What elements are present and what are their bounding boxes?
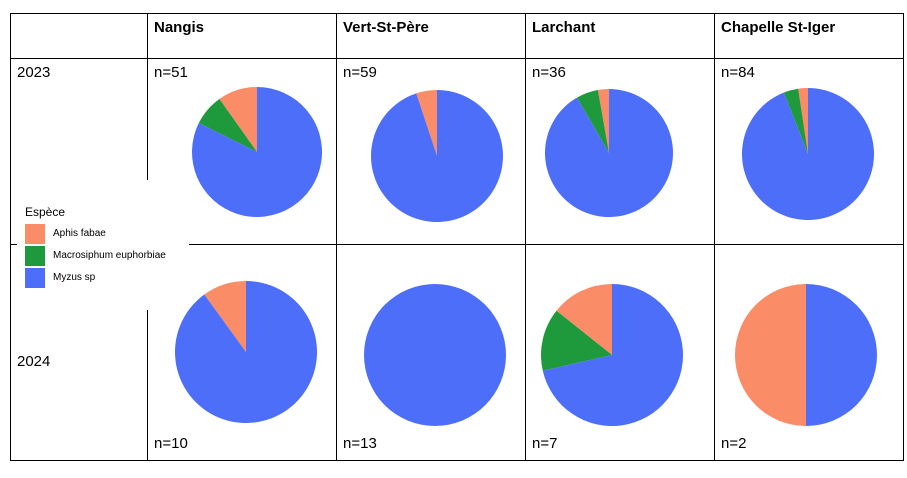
sample-count: n=36 (532, 64, 566, 81)
pie-slice-aphis-fabae (204, 281, 246, 352)
pie-slice-myzus-sp (545, 89, 673, 217)
cell-2024-larchant: n=7 (525, 244, 715, 461)
cell-2024-vert-st-pere: n=13 (336, 244, 526, 461)
pie-slice-myzus-sp (742, 88, 874, 220)
legend-label-aphis-fabae: Aphis fabae (53, 228, 106, 239)
pie-chart-2023-vert-st-pere (371, 90, 503, 222)
site-header-larchant: Larchant (532, 19, 596, 36)
cell-2024-chapelle-st-iger: n=2 (714, 244, 904, 461)
pie-slice-myzus-sp (364, 284, 506, 426)
pie-slice-aphis-fabae (597, 89, 609, 153)
header-cell-chapelle-st-iger: Chapelle St-Iger (714, 13, 904, 59)
legend-label-macrosiphum-euphorbiae: Macrosiphum euphorbiae (53, 250, 166, 261)
pie-slice-myzus-sp (371, 90, 503, 222)
pie-slice-myzus-sp (175, 281, 317, 423)
legend-title: Espèce (25, 205, 66, 219)
sample-count: n=59 (343, 64, 377, 81)
pie-chart-2024-chapelle-st-iger (735, 284, 877, 426)
pie-chart-2024-vert-st-pere (364, 284, 506, 426)
legend-label-myzus-sp: Myzus sp (53, 272, 96, 283)
pie-slice-myzus-sp (542, 284, 683, 426)
site-header-nangis: Nangis (154, 19, 205, 36)
site-header-chapelle-st-iger: Chapelle St-Iger (721, 19, 836, 36)
legend-swatch-macrosiphum-euphorbiae (25, 246, 45, 266)
pie-chart-2023-nangis (192, 87, 322, 217)
header-cell-nangis: Nangis (147, 13, 337, 59)
pie-chart-2023-chapelle-st-iger (742, 88, 874, 220)
year-label-2024: 2024 (17, 353, 51, 370)
pie-slice-myzus-sp (806, 284, 877, 426)
pie-chart-2023-larchant (545, 89, 673, 217)
cell-2023-larchant: n=36 (525, 58, 715, 245)
cell-2023-chapelle-st-iger: n=84 (714, 58, 904, 245)
pie-slice-aphis-fabae (798, 88, 808, 154)
sample-count: n=2 (721, 435, 747, 452)
pie-slice-aphis-fabae (416, 90, 437, 156)
site-header-vert-st-pere: Vert-St-Père (343, 19, 429, 36)
pie-slice-aphis-fabae (556, 284, 612, 355)
pie-slice-aphis-fabae (735, 284, 806, 426)
header-cell-larchant: Larchant (525, 13, 715, 59)
header-cell-vert-st-pere: Vert-St-Père (336, 13, 526, 59)
corner-cell (10, 13, 148, 59)
pie-slice-macrosiphum-euphorbiae (577, 89, 609, 153)
sample-count: n=7 (532, 435, 558, 452)
pie-slice-macrosiphum-euphorbiae (541, 310, 612, 371)
pie-chart-2024-nangis (175, 281, 317, 423)
cell-2024-nangis: n=10 (147, 244, 337, 461)
pie-slice-macrosiphum-euphorbiae (783, 88, 808, 154)
year-label-2023: 2023 (17, 64, 51, 81)
sample-count: n=13 (343, 435, 377, 452)
pie-slice-aphis-fabae (219, 87, 257, 152)
legend-swatch-aphis-fabae (25, 224, 45, 244)
legend: Espèce Aphis fabae Macrosiphum euphorbia… (17, 180, 189, 310)
sample-count: n=51 (154, 64, 188, 81)
legend-swatch-myzus-sp (25, 268, 45, 288)
pie-slice-macrosiphum-euphorbiae (198, 98, 257, 152)
pie-chart-2024-larchant (541, 284, 683, 426)
cell-2023-vert-st-pere: n=59 (336, 58, 526, 245)
pie-slice-myzus-sp (192, 87, 322, 217)
sample-count: n=84 (721, 64, 755, 81)
sample-count: n=10 (154, 435, 188, 452)
